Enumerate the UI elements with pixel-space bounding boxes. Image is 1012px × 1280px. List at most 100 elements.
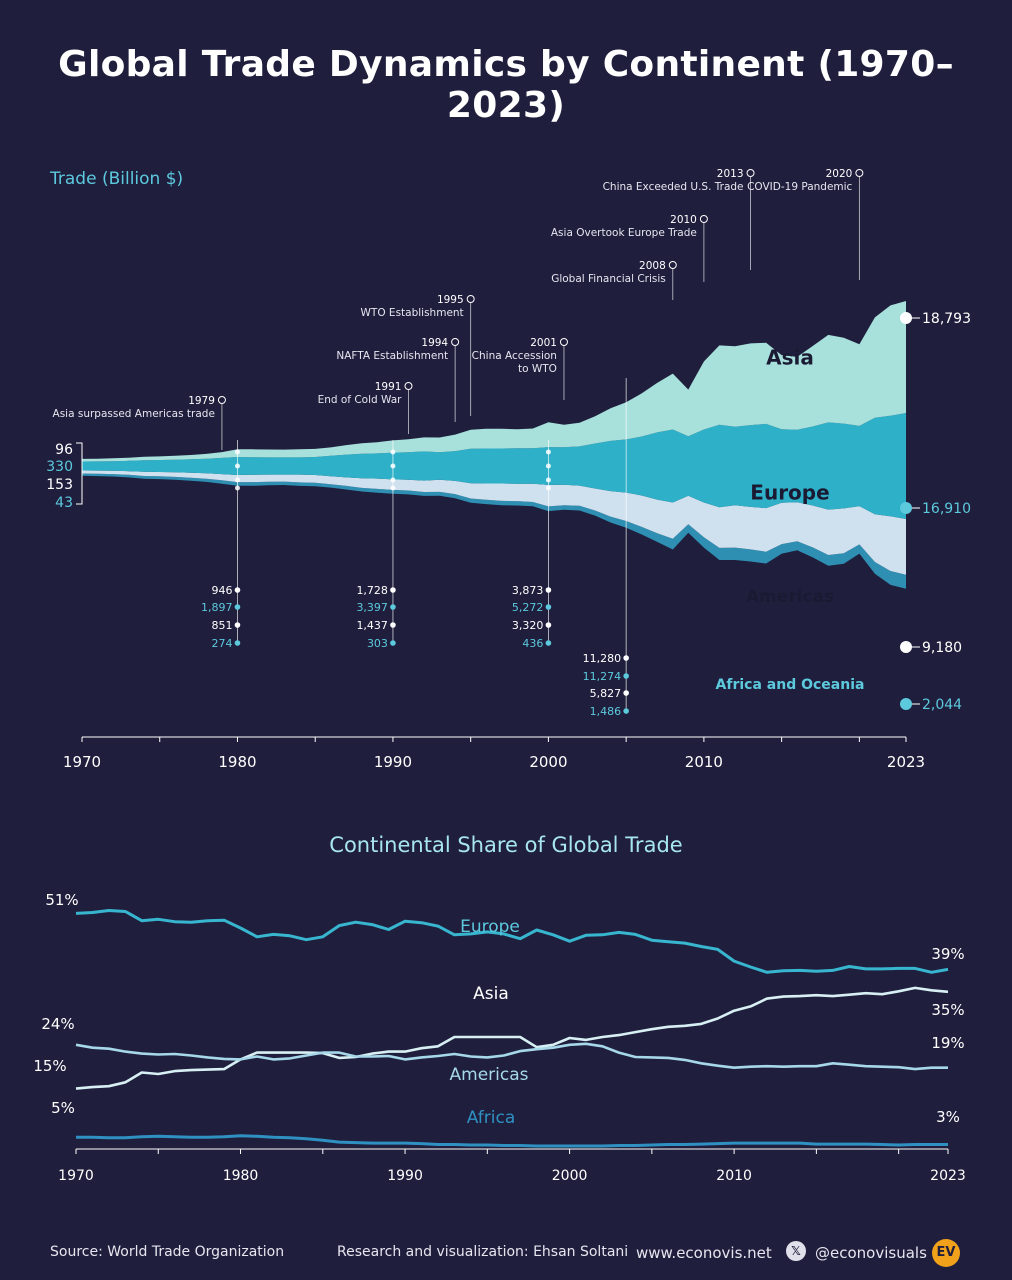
annotation-text: Asia Overtook Europe Trade (551, 227, 697, 239)
x-tick-label: 1980 (218, 753, 256, 771)
end-share-label: 19% (931, 1034, 964, 1052)
end-value-label-asia: 18,793 (922, 311, 971, 327)
year-value-label: 3,320 (512, 619, 544, 632)
annotation-year: 2020 (826, 168, 853, 180)
annotation-year: 1995 (437, 294, 464, 306)
annotation-marker (559, 338, 568, 346)
end-value-label-americas: 9,180 (922, 640, 962, 656)
year-marker-dot (545, 587, 552, 593)
series-label-asia: Asia (766, 346, 814, 370)
stream-marker-dot (545, 449, 551, 455)
end-value-marker (900, 312, 912, 324)
year-value-label: 11,280 (583, 652, 622, 665)
annotation-marker (466, 295, 475, 303)
end-value-marker (900, 502, 912, 514)
annotation-year: 1979 (188, 395, 215, 407)
year-marker-dot (623, 708, 629, 714)
start-share-label: 51% (45, 891, 78, 909)
year-value-label: 436 (522, 637, 543, 650)
end-value-label-europe: 16,910 (922, 501, 971, 517)
line-asia (75, 986, 949, 1090)
annotation-text: COVID-19 Pandemic (747, 181, 852, 193)
stream-marker-dot (545, 463, 551, 469)
start-value-label: 330 (46, 459, 73, 475)
annotation-marker (451, 338, 460, 346)
start-value-label: 96 (55, 442, 73, 458)
annotation-text: China Accession (472, 350, 557, 362)
annotation-text: Global Financial Crisis (551, 273, 666, 285)
end-share-label: 39% (931, 945, 964, 963)
footer-website-link[interactable]: www.econovis.net (636, 1244, 772, 1262)
year-marker-dot (623, 655, 629, 661)
annotation-year: 2010 (670, 214, 697, 226)
series-name-americas: Americas (450, 1065, 529, 1085)
year-value-label: 1,486 (590, 705, 622, 718)
year-value-label: 1,728 (356, 584, 388, 597)
europe-area (82, 413, 906, 519)
end-value-label-africa-and-oceania: 2,044 (922, 697, 962, 713)
y-axis-label: Trade (Billion $) (49, 169, 183, 189)
footer-credit: Research and visualization: Ehsan Soltan… (337, 1244, 629, 1260)
year-marker-dot (623, 690, 629, 696)
annotation-text: China Exceeded U.S. Trade (603, 181, 744, 193)
series-label-africa-and-oceania: Africa and Oceania (716, 677, 865, 693)
stream-marker-dot (390, 477, 396, 483)
stream-marker-dot (390, 485, 396, 491)
annotation-marker (746, 169, 755, 177)
x-tick-label: 2023 (887, 753, 925, 771)
x-tick-label: 2000 (529, 753, 567, 771)
year-marker-dot (545, 640, 552, 646)
line-europe (75, 909, 949, 974)
series-name-africa: Africa (467, 1108, 516, 1128)
annotation-text: Asia surpassed Americas trade (53, 408, 215, 420)
annotation-text: to WTO (518, 363, 557, 375)
end-share-label: 35% (931, 1001, 964, 1019)
stream-marker-dot (390, 463, 396, 469)
end-value-marker (900, 641, 912, 653)
year-value-label: 11,274 (583, 670, 622, 683)
x-tick-label: 1980 (223, 1168, 259, 1184)
stream-marker-dot (234, 449, 240, 455)
annotation-year: 1991 (375, 381, 402, 393)
year-marker-dot (390, 622, 396, 628)
year-value-label: 1,437 (356, 619, 388, 632)
x-tick-label: 2023 (930, 1168, 966, 1184)
stream-marker-dot (545, 485, 551, 491)
series-name-europe: Europe (460, 917, 520, 937)
line-americas (75, 1042, 948, 1071)
start-bracket (76, 442, 83, 505)
year-marker-dot (234, 640, 241, 646)
year-value-label: 851 (211, 619, 232, 632)
year-marker-dot (623, 673, 629, 679)
year-marker-dot (390, 587, 396, 593)
x-logo-icon[interactable]: 𝕏 (786, 1241, 806, 1261)
x-tick-label: 2000 (552, 1168, 588, 1184)
start-value-label: 153 (46, 477, 73, 493)
americas-area (82, 470, 906, 575)
stream-marker-dot (545, 477, 551, 483)
year-value-label: 5,272 (512, 601, 544, 614)
end-share-label: 3% (936, 1108, 960, 1126)
series-name-asia: Asia (473, 984, 509, 1004)
start-share-label: 15% (33, 1057, 66, 1075)
year-value-label: 1,897 (201, 601, 233, 614)
x-tick-label: 1990 (374, 753, 412, 771)
footer-social-handle[interactable]: @econovisuals (815, 1244, 927, 1262)
annotation-marker (668, 261, 677, 269)
end-value-marker (900, 698, 912, 710)
series-label-europe: Europe (750, 481, 829, 505)
year-value-label: 3,873 (512, 584, 544, 597)
year-marker-dot (234, 622, 241, 628)
stream-marker-dot (234, 477, 240, 483)
year-marker-dot (234, 604, 241, 610)
year-marker-dot (390, 604, 396, 610)
year-value-label: 5,827 (590, 687, 622, 700)
year-marker-dot (390, 640, 396, 646)
x-tick-label: 2010 (716, 1168, 752, 1184)
year-marker-dot (545, 622, 552, 628)
annotation-year: 1994 (421, 337, 448, 349)
trade-volume-stream-chart: Asia Europe Americas Africa and Oceania 18,7… (46, 168, 971, 771)
ev-logo-icon: EV (932, 1239, 960, 1267)
annotation-text: WTO Establishment (361, 307, 464, 319)
stream-marker-dot (234, 463, 240, 469)
